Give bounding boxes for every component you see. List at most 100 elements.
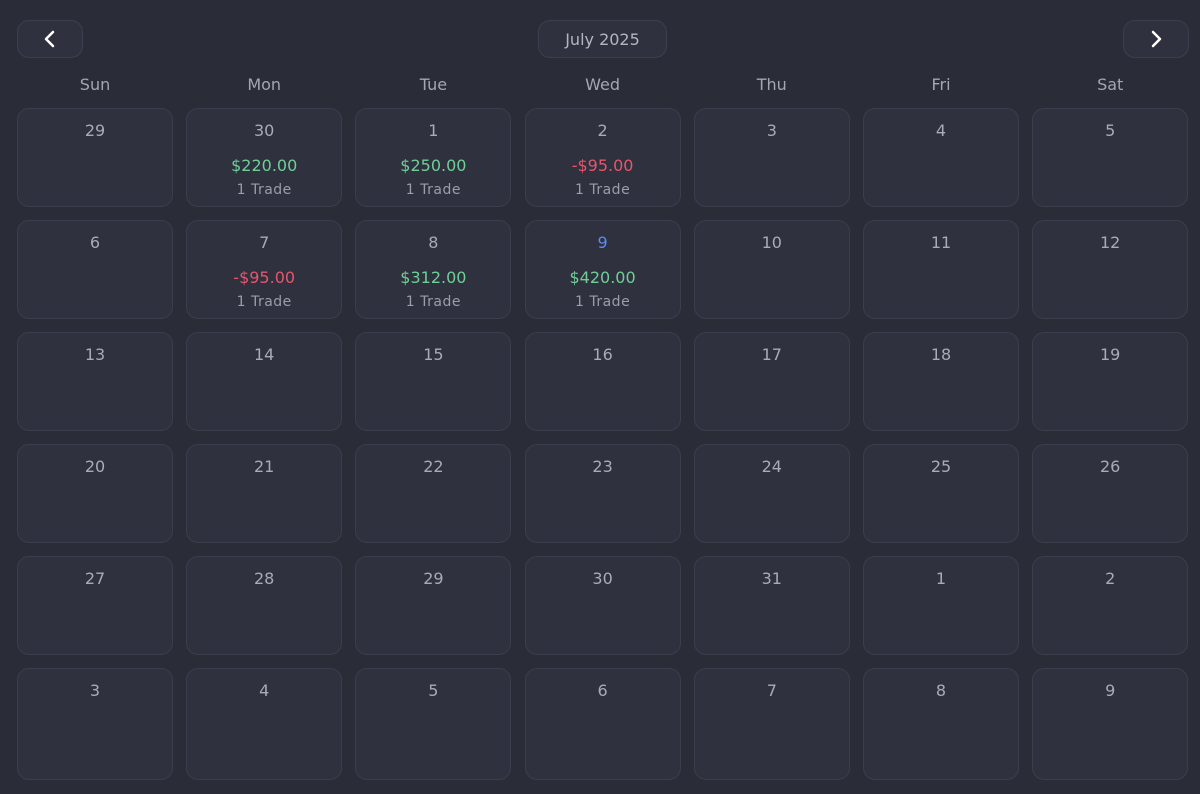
- prev-month-button[interactable]: [17, 20, 83, 58]
- day-cell[interactable]: 10: [693, 220, 850, 319]
- day-cell[interactable]: 13: [17, 332, 173, 431]
- day-number: 21: [254, 457, 275, 476]
- chevron-left: [44, 30, 55, 48]
- day-number: 25: [930, 457, 952, 476]
- day-cell[interactable]: 4: [863, 108, 1019, 207]
- day-cell[interactable]: 15: [355, 332, 512, 431]
- day-number: 5: [428, 681, 439, 700]
- day-cell[interactable]: 20: [17, 444, 173, 543]
- day-cell[interactable]: 26: [1032, 444, 1189, 543]
- day-cell[interactable]: 1 $250.00 1 Trade: [355, 108, 512, 207]
- day-cell[interactable]: 7 -$95.00 1 Trade: [186, 220, 343, 319]
- day-cell[interactable]: 30 $220.00 1 Trade: [186, 108, 343, 207]
- day-cell[interactable]: 5: [355, 668, 512, 780]
- day-number: 5: [1105, 121, 1116, 140]
- day-cell[interactable]: 19: [1032, 332, 1189, 431]
- day-cell[interactable]: 3: [17, 668, 173, 780]
- weekday-label: Sun: [79, 75, 111, 94]
- day-number: 9: [597, 233, 608, 252]
- day-number: 26: [1100, 457, 1121, 476]
- day-number: 4: [935, 121, 947, 140]
- weekday-label: Sat: [1097, 75, 1124, 94]
- day-number: 31: [761, 569, 782, 588]
- trade-count: 1 Trade: [575, 182, 631, 198]
- day-number: 24: [761, 457, 782, 476]
- day-cell[interactable]: 23: [524, 444, 681, 543]
- day-number: 1: [935, 569, 947, 588]
- month-title[interactable]: July 2025: [538, 20, 667, 58]
- day-number: 19: [1100, 345, 1121, 364]
- day-number: 8: [935, 681, 947, 700]
- day-number: 7: [766, 681, 777, 700]
- day-number: 3: [766, 121, 777, 140]
- day-cell[interactable]: 6: [524, 668, 681, 780]
- day-cell[interactable]: 29: [17, 108, 173, 207]
- day-number: 29: [423, 569, 444, 588]
- day-cell[interactable]: 14: [186, 332, 343, 431]
- day-number: 6: [597, 681, 608, 700]
- day-cell[interactable]: 2 -$95.00 1 Trade: [524, 108, 681, 207]
- day-cell[interactable]: 1: [863, 556, 1019, 655]
- day-cell[interactable]: 16: [524, 332, 681, 431]
- weekday-label: Tue: [419, 75, 448, 94]
- day-number: 27: [84, 569, 106, 588]
- day-number: 8: [428, 233, 439, 252]
- day-number: 14: [254, 345, 275, 364]
- chevron-right: [1151, 30, 1162, 48]
- pnl-amount: -$95.00: [571, 156, 634, 175]
- trade-count: 1 Trade: [236, 294, 292, 310]
- day-cell[interactable]: 12: [1032, 220, 1189, 319]
- day-cell[interactable]: 21: [186, 444, 343, 543]
- day-number: 23: [592, 457, 613, 476]
- day-number: 3: [89, 681, 101, 700]
- pnl-amount: $312.00: [400, 268, 467, 287]
- day-cell[interactable]: 22: [355, 444, 512, 543]
- day-cell[interactable]: 9 $420.00 1 Trade: [524, 220, 681, 319]
- day-cell[interactable]: 30: [524, 556, 681, 655]
- weekday-label: Thu: [756, 75, 787, 94]
- trade-count: 1 Trade: [575, 294, 631, 310]
- next-month-button[interactable]: [1123, 20, 1189, 58]
- pnl-amount: $220.00: [231, 156, 298, 175]
- weekday-label: Fri: [931, 75, 951, 94]
- weekday-label: Wed: [585, 75, 621, 94]
- pnl-amount: $250.00: [400, 156, 467, 175]
- day-cell[interactable]: 29: [355, 556, 512, 655]
- day-number: 4: [259, 681, 270, 700]
- day-number: 2: [1105, 569, 1116, 588]
- day-cell[interactable]: 5: [1032, 108, 1189, 207]
- day-cell[interactable]: 28: [186, 556, 343, 655]
- day-cell[interactable]: 4: [186, 668, 343, 780]
- day-number: 22: [423, 457, 444, 476]
- day-cell[interactable]: 8: [863, 668, 1019, 780]
- day-cell[interactable]: 3: [693, 108, 850, 207]
- day-cell[interactable]: 25: [863, 444, 1019, 543]
- day-cell[interactable]: 11: [863, 220, 1019, 319]
- day-cell[interactable]: 7: [693, 668, 850, 780]
- trade-count: 1 Trade: [236, 182, 292, 198]
- day-number: 30: [592, 569, 613, 588]
- day-cell[interactable]: 8 $312.00 1 Trade: [355, 220, 512, 319]
- day-number: 13: [84, 345, 106, 364]
- day-cell[interactable]: 2: [1032, 556, 1189, 655]
- day-number: 29: [84, 121, 106, 140]
- weekday-label: Mon: [247, 75, 282, 94]
- day-number: 2: [597, 121, 608, 140]
- day-cell[interactable]: 31: [693, 556, 850, 655]
- day-cell[interactable]: 24: [693, 444, 850, 543]
- day-number: 10: [761, 233, 782, 252]
- day-number: 7: [259, 233, 270, 252]
- day-number: 9: [1105, 681, 1116, 700]
- day-number: 18: [930, 345, 952, 364]
- day-cell[interactable]: 17: [693, 332, 850, 431]
- day-number: 17: [761, 345, 782, 364]
- day-cell[interactable]: 18: [863, 332, 1019, 431]
- day-cell[interactable]: 27: [17, 556, 173, 655]
- day-number: 30: [254, 121, 275, 140]
- day-cell[interactable]: 6: [17, 220, 173, 319]
- day-cell[interactable]: 9: [1032, 668, 1189, 780]
- day-number: 1: [428, 121, 439, 140]
- day-number: 11: [930, 233, 952, 252]
- pnl-amount: $420.00: [569, 268, 636, 287]
